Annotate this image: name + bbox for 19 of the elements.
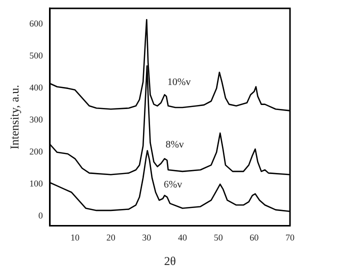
y-tick-label: 0 xyxy=(38,210,44,221)
x-tick-label: 40 xyxy=(178,232,188,243)
x-tick-label: 30 xyxy=(142,232,152,243)
y-tick-label: 400 xyxy=(29,82,44,93)
y-tick-label: 300 xyxy=(29,114,44,125)
y-tick-label: 500 xyxy=(29,50,44,61)
y-tick-label: 200 xyxy=(29,146,44,157)
x-tick-label: 60 xyxy=(250,232,260,243)
x-axis-title: 2θ xyxy=(164,254,176,268)
x-tick-label: 50 xyxy=(214,232,224,243)
series-label: 10%v xyxy=(167,76,191,88)
x-tick-label: 20 xyxy=(106,232,116,243)
y-axis-title: Intensity, a.u. xyxy=(7,84,22,150)
x-tick-label: 70 xyxy=(286,232,295,243)
x-tick-label: 10 xyxy=(70,232,80,243)
series-label: 6%v xyxy=(164,179,182,190)
y-tick-label: 100 xyxy=(29,178,44,189)
y-tick-label: 600 xyxy=(29,18,44,29)
series-label: 8%v xyxy=(166,139,184,150)
